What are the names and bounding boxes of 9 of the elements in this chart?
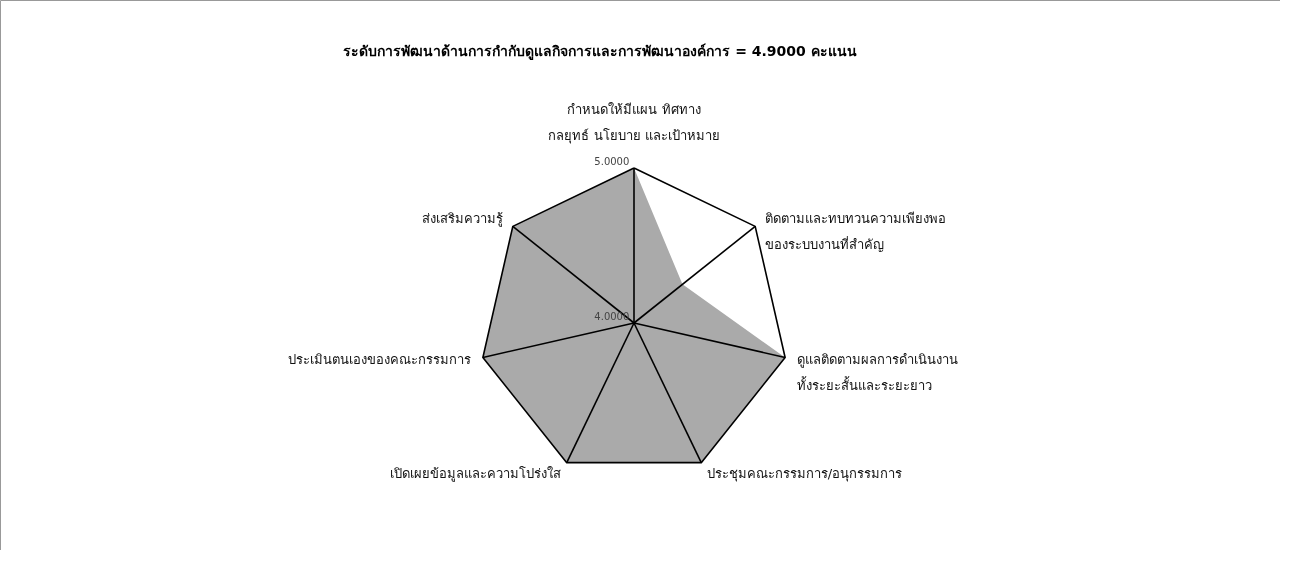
- spoke-label: ดูแลติดตามผลการดำเนินงาน ทั้งระยะสั้นและระยะยาว: [797, 352, 959, 394]
- chart-title: ระดับการพัฒนาด้านการกำกับดูแลกิจการและการพัฒนาองค์การ = 4.9000 คะแนน: [343, 43, 857, 60]
- spoke-label: ประชุมคณะกรรมการ/อนุกรรมการ: [706, 465, 903, 482]
- spoke-label: ส่งเสริมความรู้: [422, 210, 504, 227]
- spoke-label: ประเมินตนเองของคณะกรรมการ: [287, 352, 471, 368]
- y-tick-label: 5.0000: [594, 155, 630, 167]
- spoke-label: กำหนดให้มีแผน ทิศทาง กลยุทธ์ นโยบาย และเป้าหมาย: [548, 102, 720, 145]
- spoke-label: เปิดเผยข้อมูลและความโปร่งใส: [390, 465, 562, 482]
- spoke-label: ติดตามและทบทวนความเพียงพอ ของระบบงานที่สำคัญ: [764, 210, 946, 252]
